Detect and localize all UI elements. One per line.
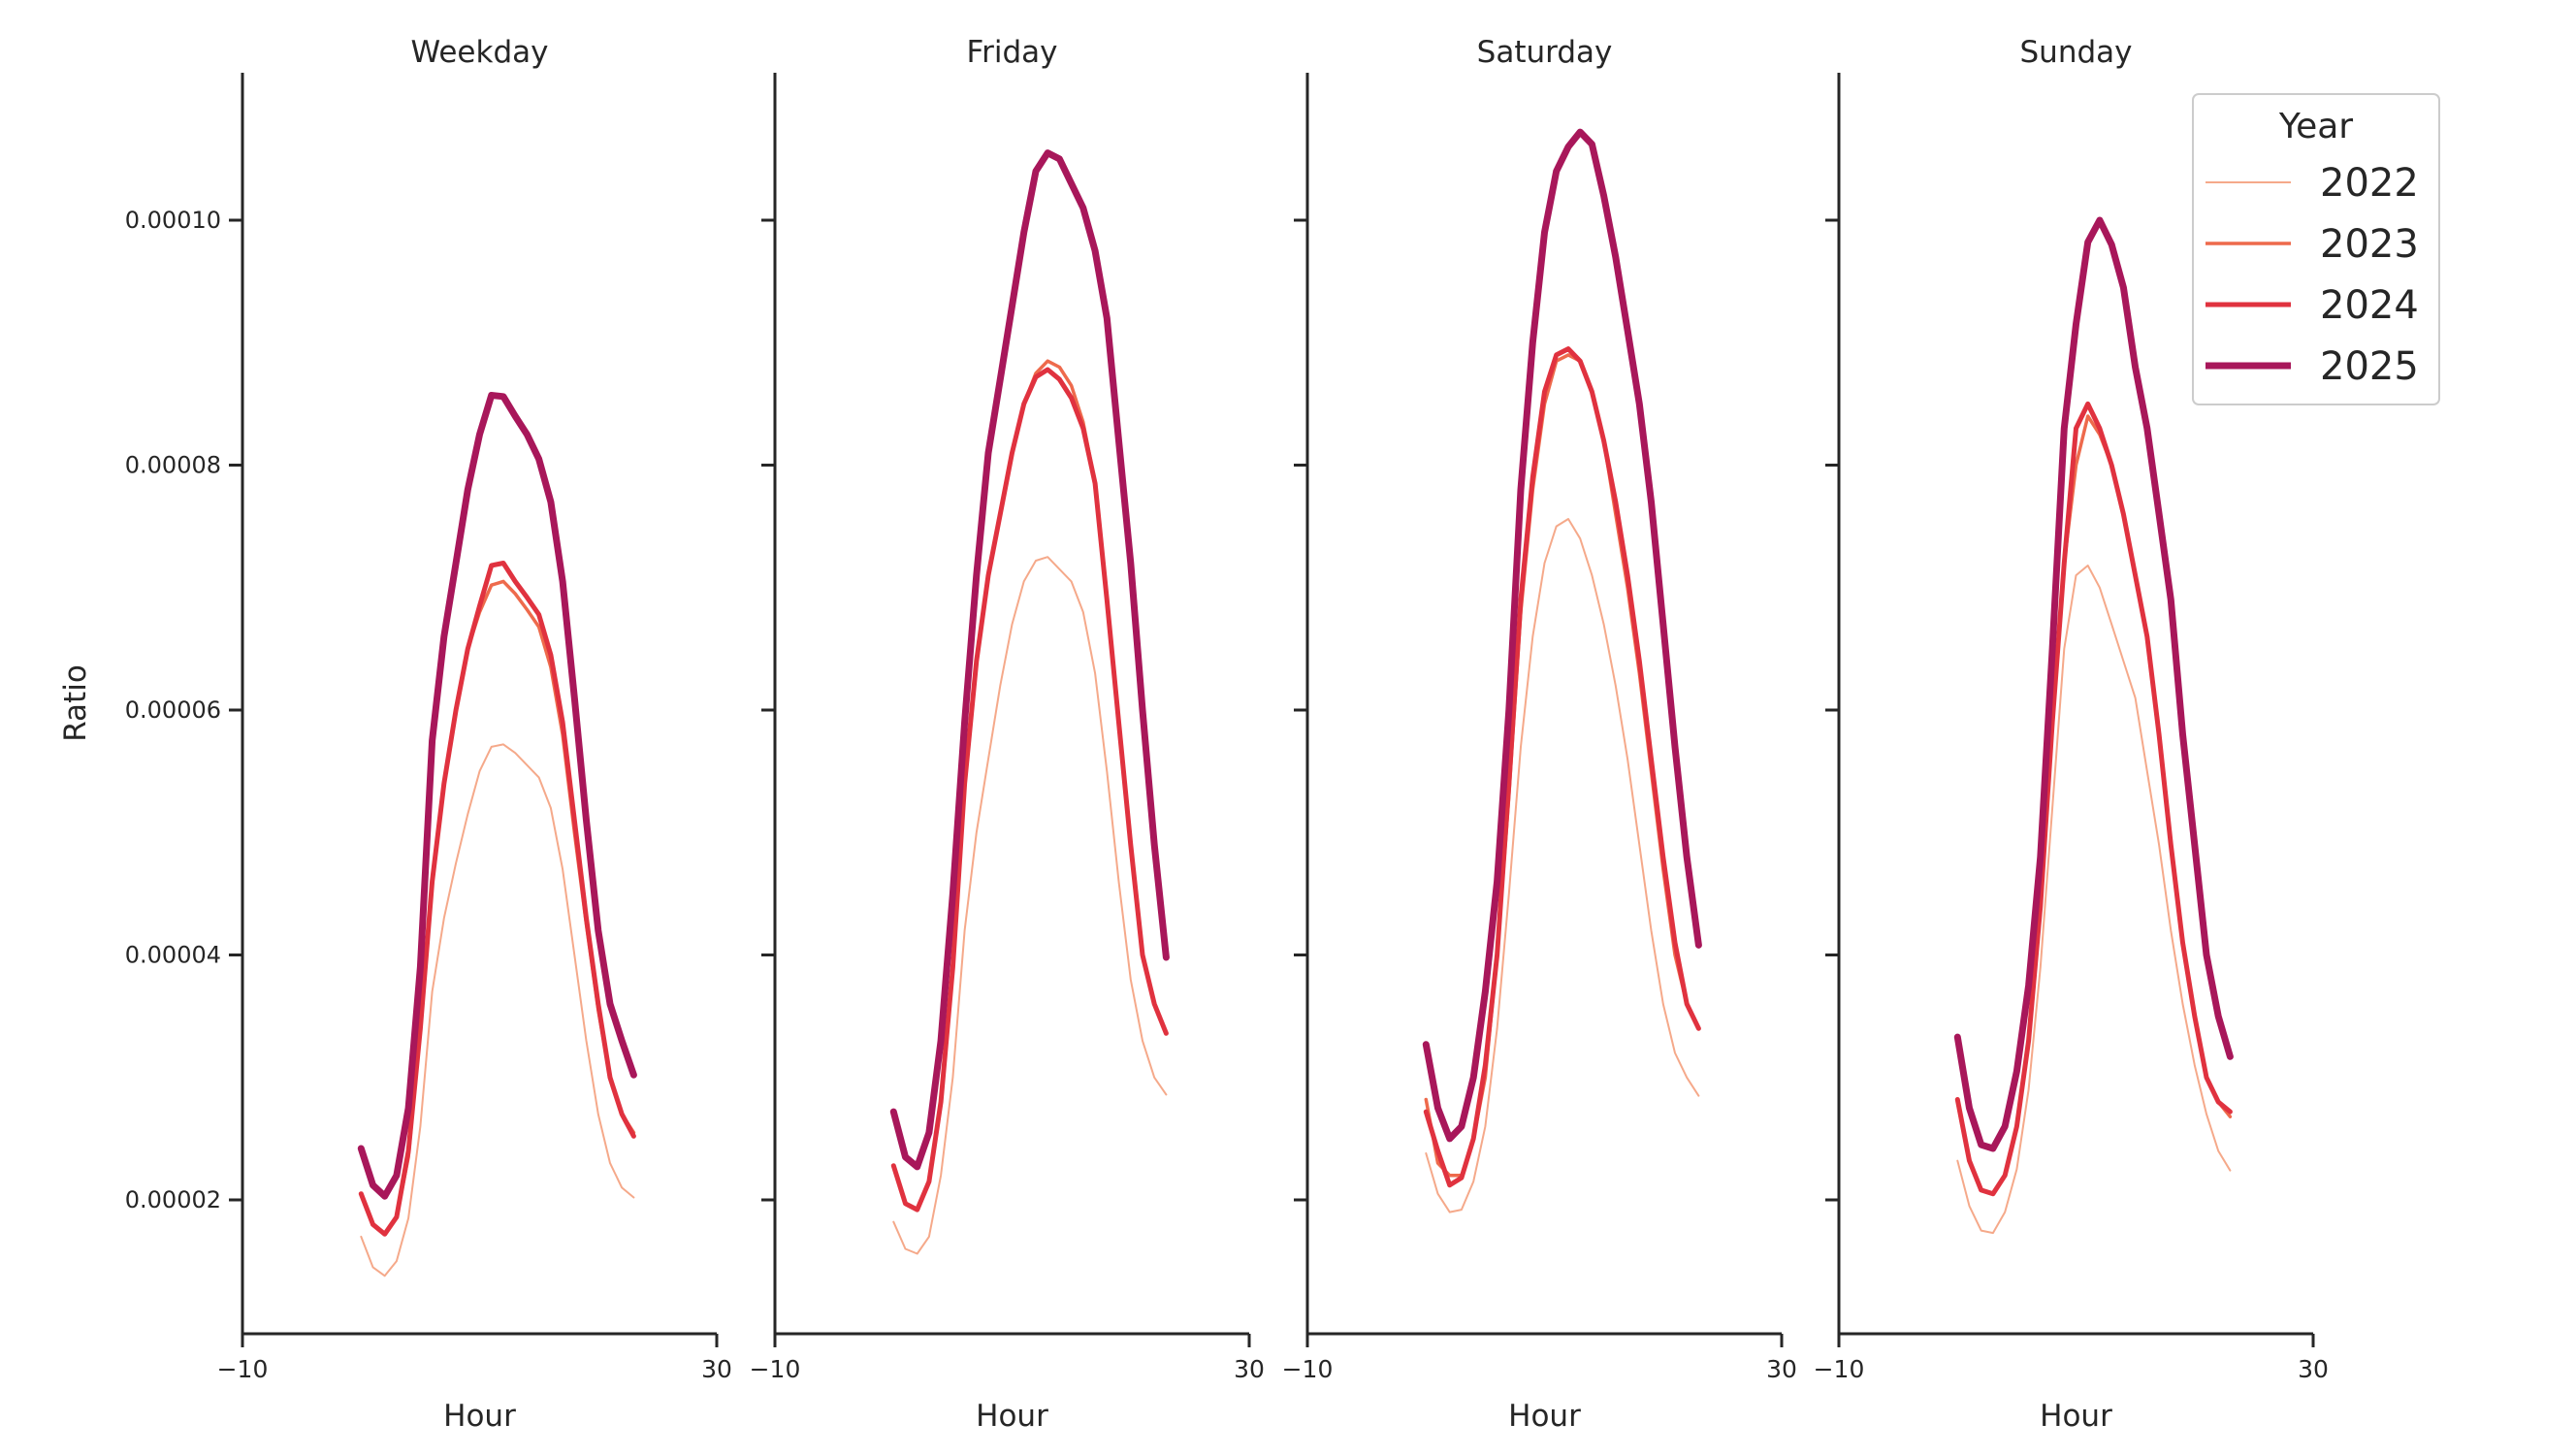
x-tick-label: 30 <box>1234 1355 1265 1383</box>
legend-label: 2022 <box>2320 161 2419 206</box>
x-tick-label: 30 <box>701 1355 732 1383</box>
legend-label: 2025 <box>2320 344 2419 389</box>
series-line-2024 <box>1954 401 2233 1197</box>
y-tick-label: 0.00004 <box>125 942 221 969</box>
y-tick-label: 0.00006 <box>125 696 221 724</box>
panel-title: Saturday <box>1477 35 1613 70</box>
x-axis-label: Hour <box>2040 1399 2112 1434</box>
x-axis-label: Hour <box>976 1399 1048 1434</box>
panel-title: Weekday <box>411 35 549 70</box>
legend-title: Year <box>2278 107 2353 146</box>
x-tick-label: 30 <box>2298 1355 2329 1383</box>
panel-weekday: 0.00002 0.00004 0.00006 0.00008 0.00010 −10 30… <box>125 35 732 1434</box>
series-line-2022 <box>892 556 1168 1255</box>
x-tick-label: −10 <box>750 1355 801 1383</box>
series-line-2022 <box>1425 518 1700 1213</box>
series-line-2023 <box>1424 353 1701 1178</box>
series-line-2024 <box>1423 346 1701 1188</box>
series-line-2025 <box>1422 128 1702 1143</box>
legend-label: 2024 <box>2320 283 2419 328</box>
y-tick-label: 0.00008 <box>125 452 221 479</box>
series-line-2024 <box>358 561 636 1237</box>
panel-title: Friday <box>967 35 1058 70</box>
series-line-2025 <box>357 392 637 1200</box>
series-line-2024 <box>890 367 1169 1212</box>
x-tick-label: −10 <box>1282 1355 1334 1383</box>
series-line-2022 <box>360 743 635 1277</box>
panel-friday: −10 30 Hour Friday <box>750 35 1265 1434</box>
panel-saturday: −10 30 Hour Saturday <box>1282 35 1797 1434</box>
legend-box <box>2192 93 2440 405</box>
panel-sunday: −10 30 Hour Sunday <box>1814 35 2329 1434</box>
x-tick-label: −10 <box>1814 1355 1865 1383</box>
series-line-2022 <box>1956 565 2232 1235</box>
legend: Year 2022 2023 2024 2025 <box>2192 93 2440 405</box>
x-tick-label: 30 <box>1766 1355 1797 1383</box>
y-tick-label: 0.00010 <box>125 207 221 234</box>
y-tick-label: 0.00002 <box>125 1186 221 1213</box>
legend-label: 2023 <box>2320 222 2419 267</box>
panel-title: Sunday <box>2020 35 2133 70</box>
series-line-2025 <box>889 149 1170 1171</box>
y-axis-label: Ratio <box>58 664 93 742</box>
x-axis-label: Hour <box>443 1399 516 1434</box>
series-line-2025 <box>1953 216 2234 1152</box>
x-tick-label: −10 <box>217 1355 269 1383</box>
x-axis-label: Hour <box>1508 1399 1581 1434</box>
